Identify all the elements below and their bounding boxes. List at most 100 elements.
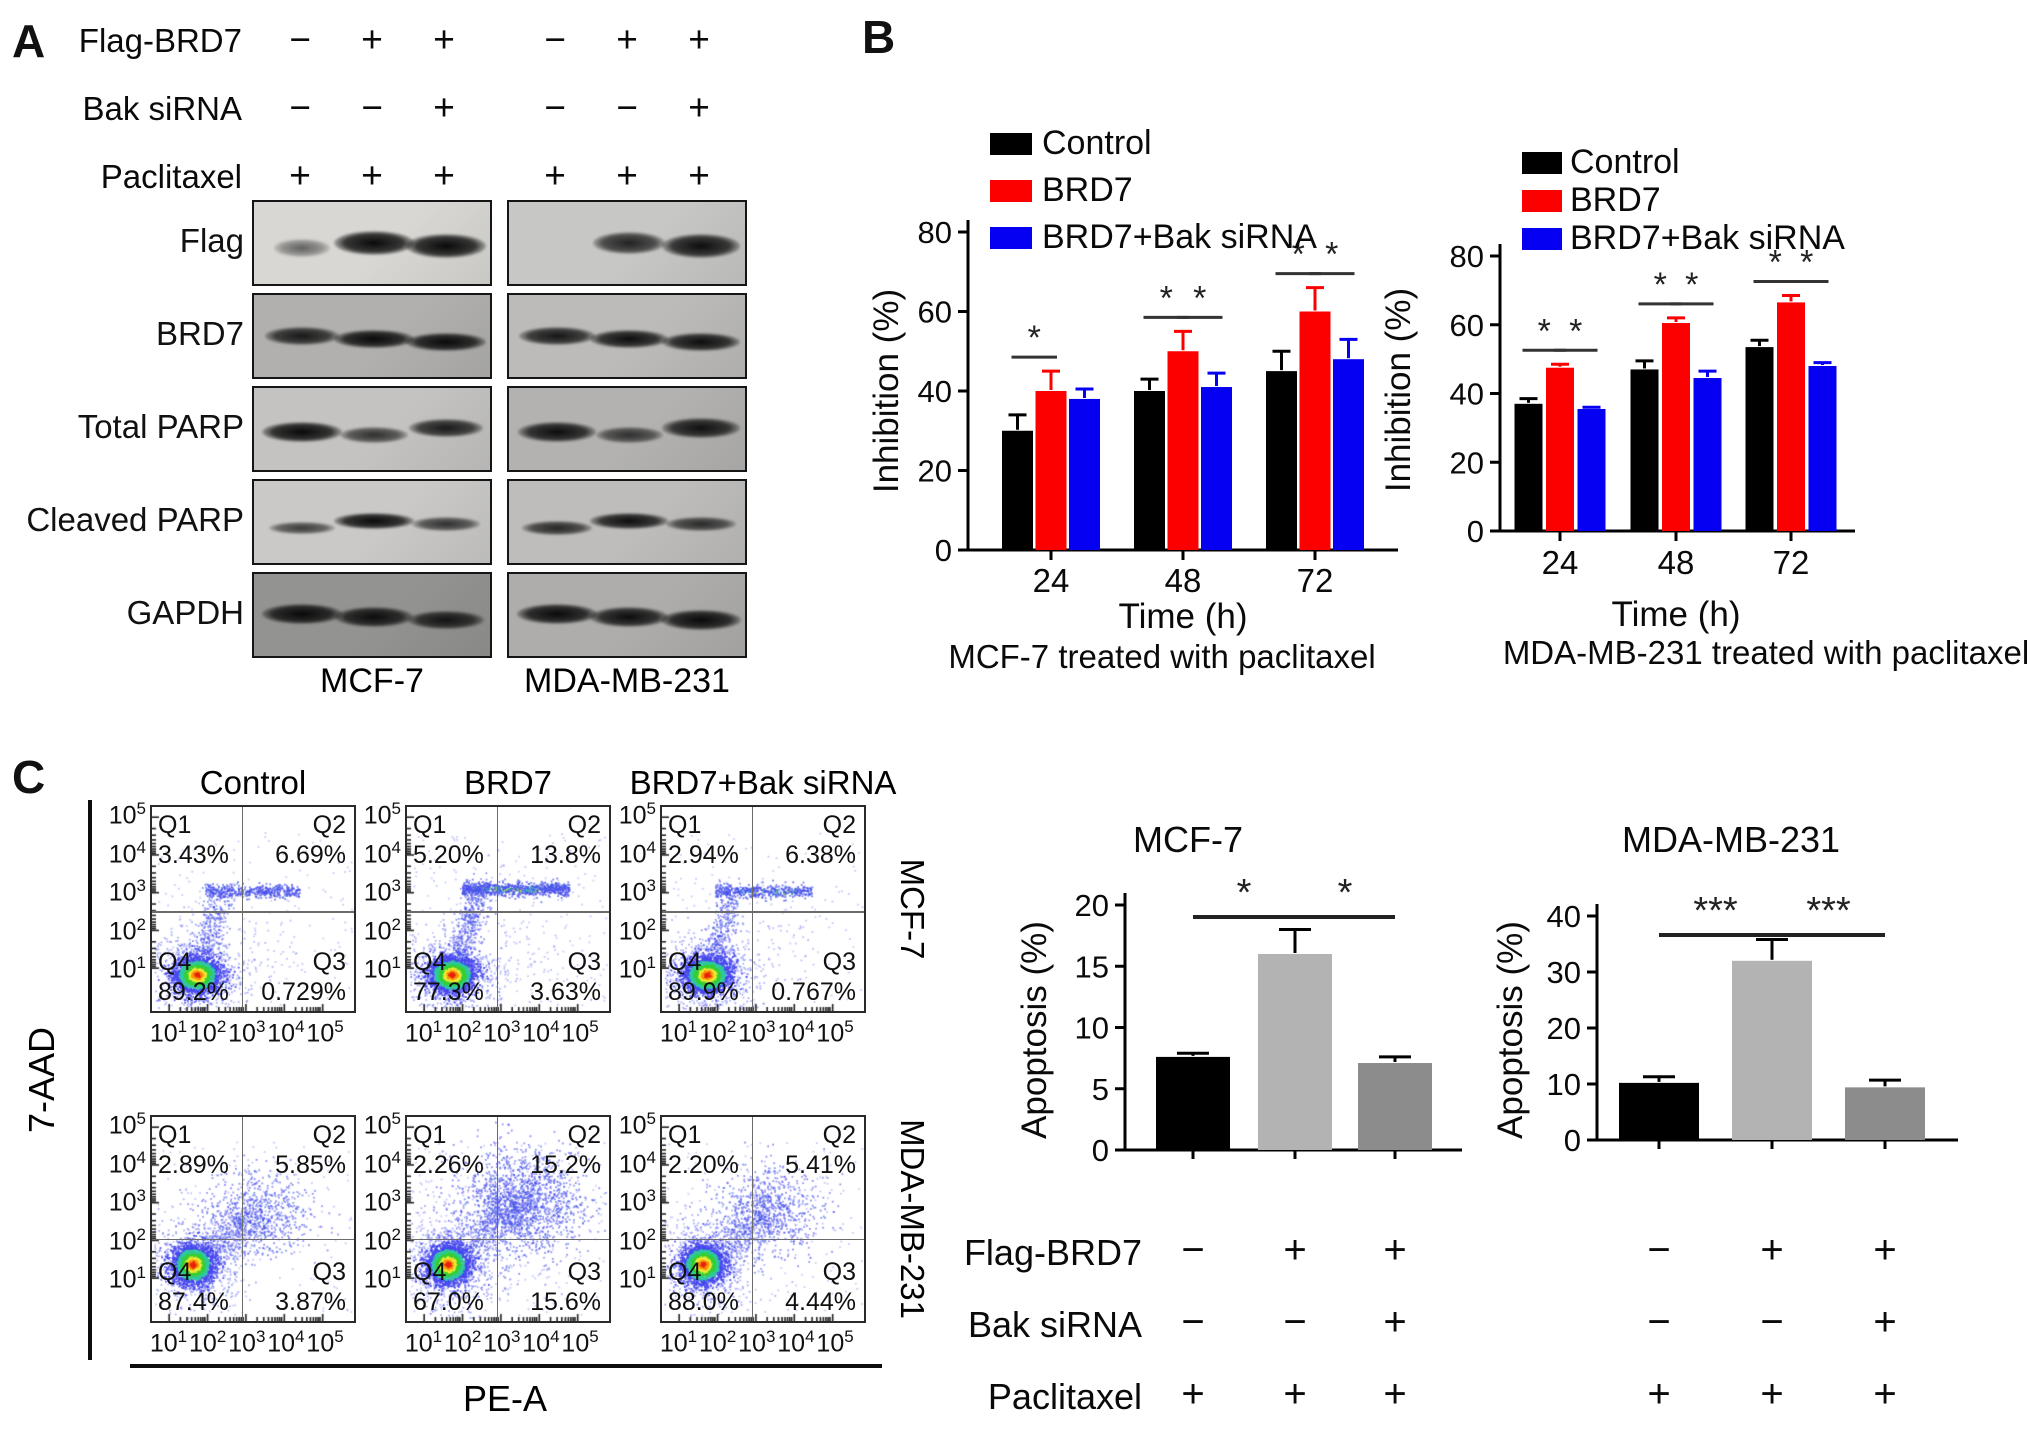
y-tick-label: 60 <box>918 295 952 330</box>
flow-plot-0-1: Q1 5.20% Q2 13.8% Q4 77.3% Q3 3.63% <box>405 805 611 1013</box>
bar-BRD7+Bak siRNA <box>1808 366 1837 531</box>
sig-asterisk: * <box>1769 244 1782 282</box>
y-tick-label: 0 <box>935 533 952 568</box>
quadrant-label-q3: Q3 0.729% <box>261 948 346 1006</box>
chart-caption: MDA-MB-231 treated with paclitaxel <box>1503 634 2029 671</box>
sig-asterisk: * <box>1800 244 1813 282</box>
blot-condition-label: Bak siRNA <box>82 90 242 127</box>
quadrant-label-q3: Q3 15.6% <box>530 1258 601 1316</box>
sig-asterisk: *** <box>1806 890 1851 932</box>
bar-BRD7+Bak siRNA <box>1358 1063 1432 1150</box>
apoptosis-condition-sign: + <box>1647 1372 1671 1416</box>
flow-y-tick: 105 <box>108 799 146 830</box>
quadrant-divider-vertical <box>496 1117 499 1321</box>
protein-band <box>262 422 342 442</box>
y-tick-label: 10 <box>1075 1011 1109 1046</box>
flow-y-tick: 105 <box>618 1109 656 1140</box>
flow-x-tick: 104 <box>522 1327 560 1358</box>
quadrant-label-q4: Q4 89.9% <box>668 948 739 1006</box>
protein-band <box>517 604 597 624</box>
sig-asterisk: * <box>1338 872 1353 914</box>
flow-y-tick: 101 <box>363 1263 401 1294</box>
legend-label: Control <box>1570 143 1680 181</box>
y-tick-label: 80 <box>1450 239 1484 274</box>
flow-xaxis-line <box>130 1364 882 1368</box>
flow-y-tick: 104 <box>108 837 146 869</box>
protein-band <box>339 426 409 444</box>
flow-plot-0-2: Q1 2.94% Q2 6.38% Q4 89.9% Q3 0.767% <box>660 805 866 1013</box>
flow-row-label-mda: MDA-MB-231 <box>894 1119 931 1319</box>
y-tick-label: 5 <box>1092 1072 1109 1107</box>
blot-image-mcf7 <box>252 293 492 379</box>
blot-row-label: Cleaved PARP <box>26 501 244 538</box>
quadrant-divider-horizontal <box>662 911 864 913</box>
blot-image-mda <box>507 200 747 286</box>
flow-x-tick: 101 <box>404 1017 443 1048</box>
flow-y-tick: 105 <box>363 799 401 830</box>
blot-row-label: BRD7 <box>155 315 244 352</box>
quadrant-label-q3: Q3 0.767% <box>771 948 856 1006</box>
flow-x-tick: 102 <box>444 1327 482 1358</box>
flow-plot-1-1: Q1 2.26% Q2 15.2% Q4 67.0% Q3 15.6% <box>405 1115 611 1323</box>
y-tick-label: 20 <box>1075 888 1109 923</box>
blot-condition-sign: + <box>616 19 638 60</box>
flow-col-header-brd7: BRD7 <box>463 764 553 801</box>
x-tick-label: 72 <box>1773 544 1810 581</box>
apoptosis-condition-sign: + <box>1383 1372 1407 1416</box>
protein-band <box>661 610 741 630</box>
bar-BRD7+Bak siRNA <box>1069 398 1100 550</box>
quadrant-label-q1: Q1 2.26% <box>413 1121 484 1179</box>
flow-x-tick: 105 <box>816 1017 854 1048</box>
chart-b_mcf7: 0 20 40 60 80 Inhibition (%) 24 48 72 * * * * * Contro… <box>867 124 1398 675</box>
bar-Control <box>1156 1056 1230 1150</box>
quadrant-label-q4: Q4 89.2% <box>158 948 229 1006</box>
panel-b-label: B <box>862 11 896 63</box>
protein-band <box>589 513 669 529</box>
apoptosis-condition-label: Paclitaxel <box>987 1376 1142 1417</box>
flow-y-tick: 101 <box>363 953 401 984</box>
y-axis-title: Inhibition (%) <box>1379 288 1418 492</box>
blot-condition-sign: − <box>544 87 566 128</box>
legend-label: BRD7+Bak siRNA <box>1042 218 1317 256</box>
quadrant-label-q1: Q1 2.89% <box>158 1121 229 1179</box>
chart-c_mcf7: 0 5 10 15 20 Apoptosis (%) * * MCF-7 <box>1015 819 1462 1168</box>
flow-yaxis-label: 7-AAD <box>21 1026 62 1134</box>
quadrant-divider-vertical <box>241 807 244 1011</box>
flow-x-tick: 104 <box>522 1017 560 1048</box>
protein-band <box>521 521 593 535</box>
y-tick-label: 40 <box>918 374 952 409</box>
protein-band <box>407 610 485 630</box>
y-axis-title: Apoptosis (%) <box>1015 921 1054 1139</box>
y-tick-label: 20 <box>918 454 952 489</box>
blot-condition-sign: − <box>289 19 311 60</box>
flow-scatter-canvas <box>152 1117 354 1321</box>
flow-x-tick: 103 <box>483 1327 521 1358</box>
flow-y-tick: 104 <box>618 837 656 869</box>
flow-x-tick: 102 <box>699 1017 737 1048</box>
flow-scatter-canvas <box>662 1117 864 1321</box>
chart-c_mda: 0 10 20 30 40 Apoptosis (%) *** *** MDA-MB-231 <box>1491 819 1958 1158</box>
flow-x-tick: 105 <box>561 1327 599 1358</box>
bar-BRD7+Bak siRNA <box>1577 408 1606 531</box>
quadrant-label-q2: Q2 5.41% <box>785 1121 856 1179</box>
protein-band <box>661 234 741 258</box>
panel-a-label: A <box>12 15 46 67</box>
apoptosis-condition-sign: + <box>1873 1372 1897 1416</box>
quadrant-label-q4: Q4 67.0% <box>413 1258 484 1316</box>
blot-image-mcf7 <box>252 572 492 658</box>
x-tick-label: 48 <box>1658 544 1695 581</box>
protein-band <box>518 327 596 345</box>
bar-Control <box>1514 403 1543 531</box>
quadrant-label-q2: Q2 6.38% <box>785 811 856 869</box>
y-tick-label: 0 <box>1092 1133 1109 1168</box>
legend-swatch <box>990 227 1032 249</box>
bar-BRD7+Bak siRNA <box>1845 1087 1925 1140</box>
panel-c-label: C <box>12 751 46 803</box>
flow-y-tick: 105 <box>618 799 656 830</box>
flow-col-header-brd7-bak: BRD7+Bak siRNA <box>629 764 897 801</box>
flow-y-tick: 103 <box>363 876 401 907</box>
protein-band <box>334 513 414 529</box>
flow-scatter-canvas <box>407 1117 609 1321</box>
